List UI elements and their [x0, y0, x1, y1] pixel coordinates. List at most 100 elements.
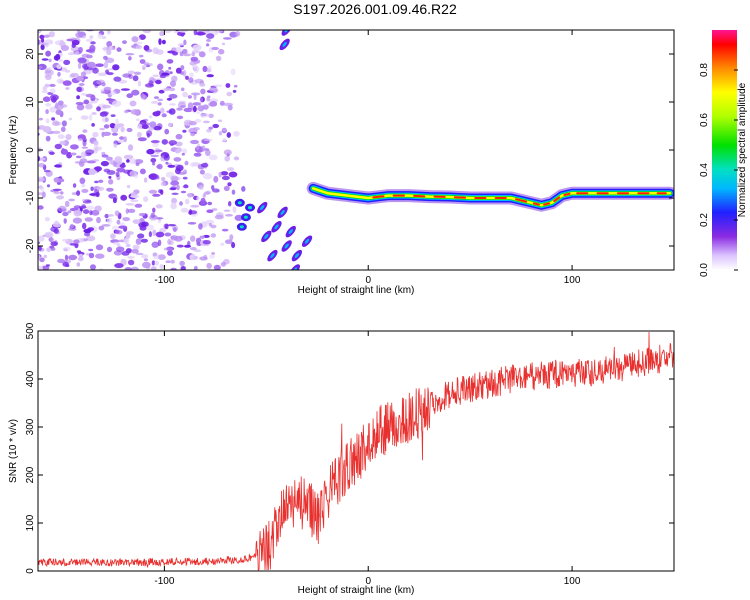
- noise-blob: [55, 109, 62, 115]
- noise-blob: [158, 38, 162, 45]
- noise-blob: [212, 188, 220, 193]
- noise-blob: [49, 245, 55, 249]
- noise-blob: [206, 39, 211, 42]
- noise-blob: [197, 31, 206, 36]
- noise-blob: [146, 148, 155, 155]
- noise-blob: [208, 154, 218, 161]
- noise-blob: [38, 235, 45, 242]
- noise-blob: [220, 261, 227, 267]
- noise-blob: [127, 144, 134, 151]
- snr-y-ticks: 0 100 200 300 400 500: [25, 322, 674, 574]
- noise-blob: [200, 197, 206, 205]
- noise-blob: [205, 149, 211, 156]
- noise-blob: [193, 265, 198, 270]
- noise-blob: [53, 228, 59, 234]
- noise-blob: [198, 51, 206, 58]
- noise-blob: [84, 232, 91, 237]
- noise-blob: [241, 186, 246, 192]
- noise-blob: [108, 179, 114, 185]
- noise-blob: [38, 66, 43, 69]
- noise-blob: [146, 265, 150, 270]
- noise-blob: [117, 244, 121, 247]
- noise-blob: [182, 91, 189, 98]
- noise-blob: [191, 52, 196, 57]
- noise-blob: [173, 227, 177, 233]
- noise-blob: [152, 142, 159, 148]
- noise-blob: [48, 58, 52, 63]
- noise-blob: [157, 102, 162, 106]
- noise-blob: [94, 180, 99, 184]
- noise-blob: [140, 93, 145, 100]
- noise-blob: [38, 205, 44, 210]
- noise-blob: [119, 164, 126, 168]
- noise-blob: [194, 78, 204, 84]
- noise-blob: [97, 33, 103, 39]
- noise-blob: [82, 209, 90, 215]
- snr-x-tick-label: -100: [154, 576, 174, 587]
- noise-blob: [104, 213, 109, 219]
- noise-blob: [38, 245, 42, 251]
- noise-blob: [175, 164, 184, 172]
- noise-blob: [152, 161, 156, 166]
- colorbar: 0.0 0.2 0.4 0.6 0.8 Normalized spectral ampl…: [699, 30, 748, 277]
- noise-blob: [158, 89, 165, 94]
- noise-streak-core: [282, 41, 287, 47]
- noise-blob: [202, 172, 213, 180]
- noise-blob: [60, 191, 64, 195]
- noise-blob: [67, 210, 72, 214]
- track-core: [553, 196, 561, 202]
- noise-blob: [62, 211, 69, 217]
- noise-blob: [137, 80, 142, 87]
- noise-blob: [190, 235, 196, 242]
- snr-series-line: [38, 331, 674, 571]
- noise-blob: [177, 101, 186, 109]
- noise-blob: [233, 156, 240, 161]
- noise-blob: [179, 51, 184, 57]
- noise-blob: [106, 30, 111, 35]
- noise-blob: [125, 53, 135, 56]
- noise-blob: [29, 185, 37, 190]
- noise-blob: [82, 222, 87, 230]
- noise-blob: [104, 117, 109, 123]
- noise-blob: [167, 50, 176, 54]
- noise-blob: [230, 68, 236, 76]
- noise-streak-core: [274, 224, 279, 230]
- noise-blob: [101, 111, 109, 115]
- noise-blob: [227, 167, 235, 172]
- noise-blob: [28, 45, 35, 48]
- noise-blob: [223, 209, 231, 212]
- noise-blob: [183, 39, 187, 46]
- noise-blob: [143, 196, 149, 203]
- noise-blob: [126, 127, 133, 133]
- noise-spot-core: [248, 206, 252, 210]
- snr-y-tick-label: 200: [25, 466, 36, 483]
- noise-blob: [98, 225, 105, 231]
- noise-blob: [38, 132, 40, 136]
- noise-blob: [28, 159, 37, 162]
- noise-blob: [111, 132, 118, 136]
- noise-blob: [180, 207, 189, 213]
- noise-blob: [132, 75, 139, 82]
- noise-blob: [158, 189, 163, 194]
- noise-blob: [159, 227, 167, 233]
- noise-blob: [24, 42, 33, 46]
- noise-blob: [165, 161, 169, 165]
- noise-blob: [129, 170, 137, 177]
- noise-blob: [167, 250, 173, 256]
- noise-blob: [165, 260, 171, 264]
- noise-blob: [71, 43, 76, 48]
- noise-blob: [40, 38, 45, 43]
- noise-blob: [114, 263, 124, 269]
- noise-blob: [80, 71, 87, 77]
- noise-blob: [27, 266, 34, 268]
- noise-blob: [188, 121, 197, 126]
- snr-y-tick-label: 100: [25, 514, 36, 531]
- noise-blob: [206, 33, 215, 39]
- noise-blob: [60, 148, 68, 155]
- noise-blob: [132, 244, 140, 250]
- noise-blob: [45, 103, 52, 107]
- noise-blob: [157, 98, 164, 102]
- noise-blob: [115, 171, 120, 178]
- noise-blob: [190, 56, 199, 62]
